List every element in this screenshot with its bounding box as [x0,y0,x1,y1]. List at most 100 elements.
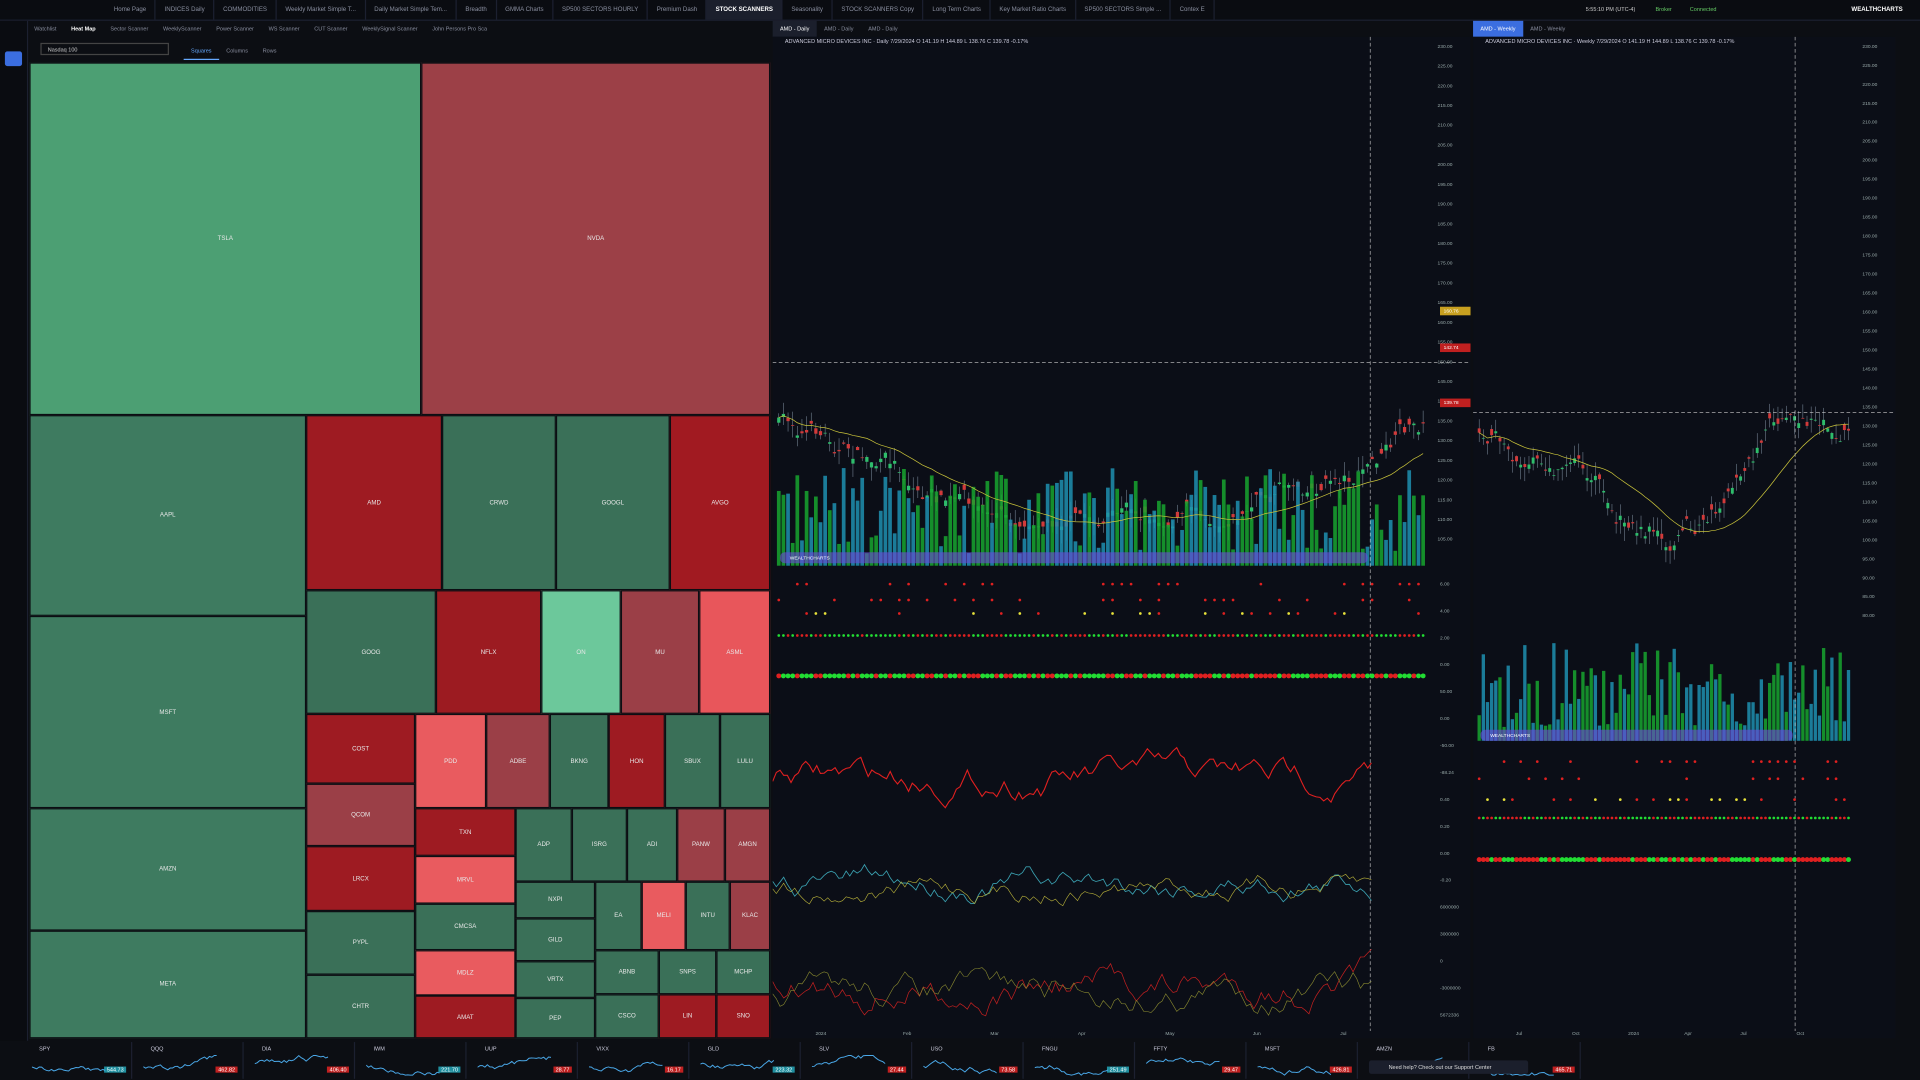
tab[interactable]: Contex E [1171,0,1215,20]
tab[interactable]: Long Term Charts [924,0,991,20]
subtab[interactable]: Watchlist [34,25,57,32]
heatmap-tile[interactable]: GOOGL [555,415,670,591]
heatmap-tile[interactable]: ISRG [571,808,627,882]
heatmap-tile[interactable]: AMGN [724,808,771,882]
chart-tab[interactable]: AMD - Daily [868,25,898,32]
heatmap-tile[interactable]: EA [595,881,642,951]
heatmap-tile[interactable]: MRVL [415,855,516,904]
heatmap-tile[interactable]: AVGO [669,415,771,591]
chart-tab[interactable]: AMD - Daily [772,20,817,37]
heatmap-tile[interactable]: SBUX [664,713,721,809]
ticker-card[interactable]: FFTY 29.47 [1141,1042,1247,1079]
heatmap-tile[interactable]: PEP [515,997,596,1039]
heatmap-tile[interactable]: GOOG [306,590,436,714]
heatmap-tile[interactable]: BKNG [549,713,609,809]
heatmap-tile[interactable]: TSLA [29,62,422,416]
subtab[interactable]: Power Scanner [216,25,254,32]
heatmap-tile[interactable]: LULU [720,713,771,809]
heatmap-tile[interactable]: TXN [415,808,516,856]
heatmap-tile[interactable]: NXPI [515,881,596,919]
tab[interactable]: SP500 SECTORS Simple ... [1076,0,1172,20]
heatmap-tile[interactable]: LRCX [306,846,416,912]
heatmap-tile[interactable]: MSFT [29,615,307,809]
subtab[interactable]: WeeklySignal Scanner [362,25,418,32]
heatmap-tile[interactable]: LIN [658,994,717,1039]
heatmap-tile[interactable]: ON [541,590,621,714]
heatmap-tile[interactable]: VRTX [515,961,596,998]
tab[interactable]: Breadth [457,0,497,20]
heatmap-tile[interactable]: SNPS [658,950,717,995]
heatmap-tile[interactable]: ADP [515,808,572,882]
heatmap-tile[interactable]: PANW [677,808,725,882]
tab[interactable]: INDICES Daily [156,0,215,20]
heatmap-tile[interactable]: ADBE [486,713,550,809]
tab[interactable]: STOCK SCANNERS Copy [833,0,924,20]
heatmap-tile[interactable]: MU [620,590,700,714]
ticker-card[interactable]: UUP 28.77 [473,1042,578,1079]
subtab[interactable]: WeeklyScanner [163,25,202,32]
ticker-card[interactable]: DIA 406.40 [250,1042,356,1079]
heatmap-tile[interactable]: META [29,930,307,1039]
heatmap-tile[interactable]: PDD [415,713,487,809]
tab[interactable]: Premium Dash [648,0,708,20]
ticker-card[interactable]: VIXX 16.17 [584,1042,690,1079]
index-select[interactable]: Nasdaq 100 [40,42,169,56]
tab[interactable]: Home Page [105,0,157,20]
mode-button[interactable]: Columns [226,47,248,54]
subtab[interactable]: CUT Scanner [314,25,348,32]
heatmap-tile[interactable]: ADI [626,808,678,882]
heatmap-tile[interactable]: AMZN [29,808,307,931]
subtab[interactable]: Sector Scanner [110,25,149,32]
broker[interactable]: Broker [1655,6,1672,13]
heatmap-tile[interactable]: ASML [699,590,771,714]
tab[interactable]: Key Market Ratio Charts [991,0,1076,20]
ticker-card[interactable]: FNGU 251.49 [1030,1042,1136,1079]
ticker-card[interactable]: SLV 27.44 [807,1042,913,1079]
tab[interactable]: COMMODITIES [215,0,277,20]
tab[interactable]: Weekly Market Simple T... [277,0,366,20]
heatmap-tile[interactable]: MDLZ [415,950,516,996]
heatmap-tile[interactable]: CHTR [306,974,416,1039]
heatmap-tile[interactable]: CRWD [442,415,556,591]
add-button[interactable] [4,51,23,67]
mode-button[interactable]: Squares [183,43,219,61]
heatmap-tile[interactable]: PYPL [306,911,416,975]
heatmap-tile[interactable]: QCOM [306,783,416,847]
heatmap-tile[interactable]: NVDA [421,62,771,416]
heatmap-tile[interactable]: NFLX [435,590,542,714]
heatmap-tile[interactable]: COST [306,713,416,784]
heatmap-tile[interactable]: SNO [716,994,771,1039]
chart-tab[interactable]: AMD - Weekly [1530,25,1566,32]
ticker-card[interactable]: QQQ 462.82 [138,1042,244,1079]
subtab[interactable]: Heat Map [71,25,96,32]
ticker-card[interactable]: IWM 221.70 [361,1042,467,1079]
heatmap-tile[interactable]: KLAC [729,881,771,951]
ticker-card[interactable]: GLD 223.32 [696,1042,801,1079]
ticker-card[interactable]: SPY 544.73 [27,1042,133,1079]
heatmap-tile[interactable]: INTU [685,881,730,951]
subtab[interactable]: WS Scanner [268,25,300,32]
subtab[interactable]: John Persons Pro Sca [432,25,488,32]
heatmap-tile[interactable]: AMAT [415,995,516,1039]
ticker-card[interactable]: FB 465.71 [1476,1042,1581,1079]
heatmap-tile[interactable]: MELI [641,881,686,951]
chart-tab[interactable]: AMD - Weekly [1473,20,1523,37]
tab[interactable]: GMMA Charts [497,0,554,20]
ticker-card[interactable]: MSFT 426.81 [1253,1042,1358,1079]
tab[interactable]: Seasonality [783,0,833,20]
chart-tab[interactable]: AMD - Daily [824,25,854,32]
heatmap-tile[interactable]: GILD [515,918,596,962]
ticker-card[interactable]: USO 73.58 [918,1042,1024,1079]
heatmap-tile[interactable]: MCHP [716,950,771,995]
heatmap-tile[interactable]: CSCO [595,994,659,1039]
support-banner[interactable]: Need help? Check out our Support Center [1368,1060,1529,1074]
heatmap-tile[interactable]: CMCSA [415,903,516,951]
heatmap-tile[interactable]: ABNB [595,950,659,995]
heatmap-tile[interactable]: AAPL [29,415,307,616]
mode-button[interactable]: Rows [262,47,277,54]
heatmap-tile[interactable]: HON [608,713,665,809]
tab[interactable]: STOCK SCANNERS [707,0,783,20]
heatmap-tile[interactable]: AMD [306,415,443,591]
tab[interactable]: Daily Market Simple Tem... [366,0,457,20]
tab[interactable]: SP500 SECTORS HOURLY [553,0,649,20]
